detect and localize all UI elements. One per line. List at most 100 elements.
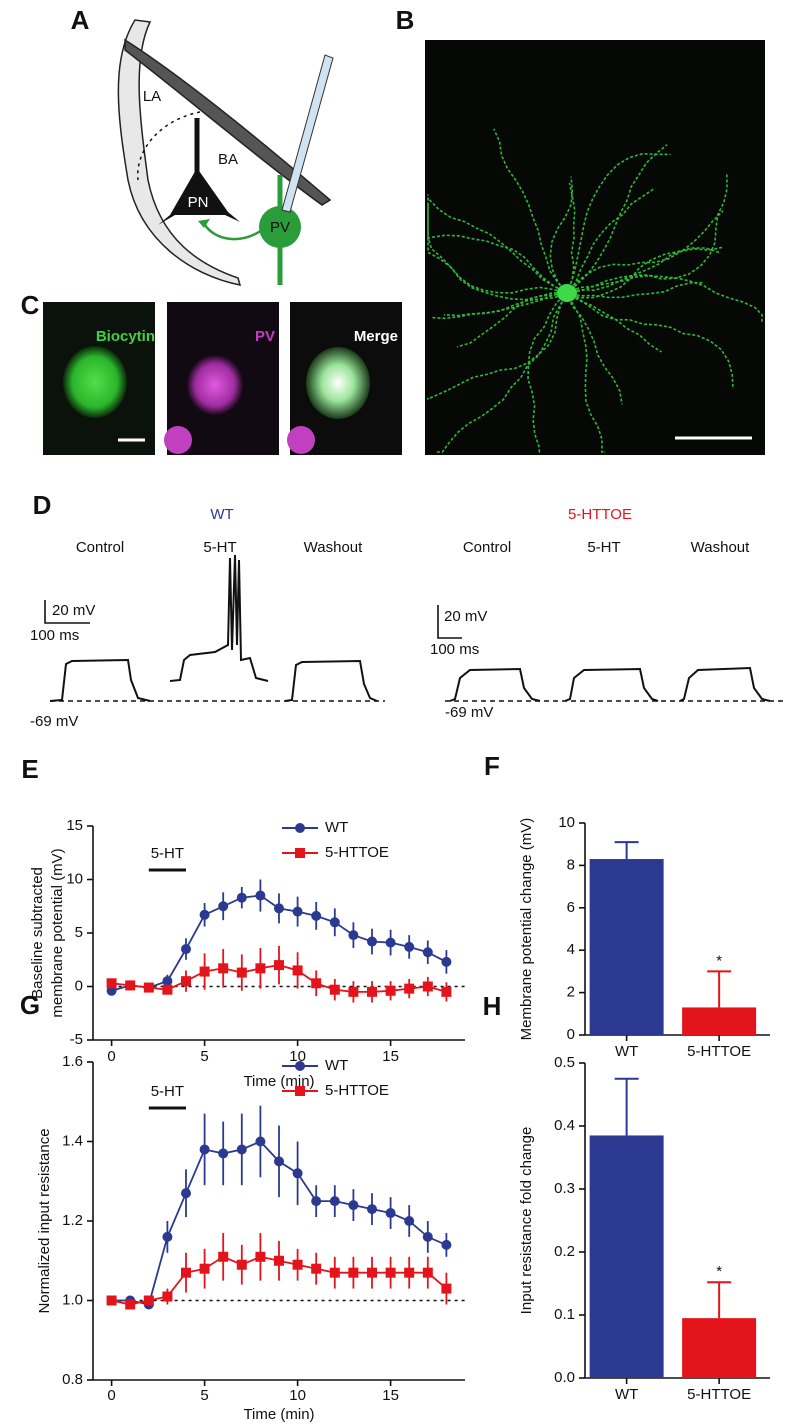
y-tick-label: 1.6 xyxy=(62,1053,83,1070)
panel-d: D WT Control 5-HT Washout 20 mV 100 ms -… xyxy=(30,490,785,730)
channel-label: PV xyxy=(255,328,275,345)
marker xyxy=(236,1144,247,1155)
bar xyxy=(589,1135,664,1378)
marker xyxy=(385,937,396,948)
y-tick-label: 0.0 xyxy=(554,1369,575,1386)
internal-capsule xyxy=(124,38,332,206)
marker xyxy=(348,986,359,997)
legend-marker xyxy=(295,848,305,858)
condition-label: 5-HT xyxy=(203,539,236,556)
marker xyxy=(218,1251,229,1262)
group-title: 5-HTTOE xyxy=(568,506,632,523)
marker xyxy=(404,1216,415,1226)
x-tick-label: 5-HTTOE xyxy=(687,1386,751,1403)
marker xyxy=(236,1259,247,1270)
significance: * xyxy=(716,1263,722,1280)
x-tick-label: 5 xyxy=(200,1387,208,1404)
y-axis-label: Membrane potential change (mV) xyxy=(518,818,535,1041)
y-axis-label: membrane potential (mV) xyxy=(49,848,66,1017)
legend-marker xyxy=(295,823,305,833)
marker xyxy=(348,1267,359,1278)
panel-b: B xyxy=(396,5,765,455)
y-tick-label: 0 xyxy=(75,977,83,994)
synapse xyxy=(198,219,210,228)
marker xyxy=(255,1136,266,1147)
trace xyxy=(284,659,378,702)
dendrite xyxy=(549,176,574,294)
dendrite xyxy=(493,128,568,294)
legend-label: 5-HTTOE xyxy=(325,1082,389,1099)
cell-label: PN xyxy=(188,194,209,211)
marker xyxy=(125,980,136,991)
marker xyxy=(255,890,266,901)
group-title: WT xyxy=(210,506,233,523)
region-label: BA xyxy=(218,151,238,168)
marker xyxy=(441,956,452,967)
y-tick-label: 8 xyxy=(567,856,575,873)
marker xyxy=(367,936,377,947)
y-tick-label: 15 xyxy=(66,817,83,834)
scale-bar xyxy=(44,600,90,624)
scale-label: 100 ms xyxy=(430,641,479,658)
y-tick-label: 10 xyxy=(66,870,83,887)
condition-label: Control xyxy=(76,539,124,556)
dendrite xyxy=(427,194,568,294)
y-tick-label: 0.5 xyxy=(554,1054,575,1071)
dendrite xyxy=(428,199,568,294)
marker xyxy=(311,910,322,921)
marker xyxy=(329,917,340,928)
panel-label: H xyxy=(483,991,502,1021)
y-tick-label: 0.1 xyxy=(554,1306,575,1323)
marker xyxy=(181,1188,191,1199)
baseline-label: -69 mV xyxy=(30,713,78,730)
boundary xyxy=(137,111,201,181)
dendrite xyxy=(566,281,705,299)
dendrite xyxy=(566,292,734,389)
panel-a: A LA BA PN PV xyxy=(71,5,334,286)
marker xyxy=(143,982,154,993)
scale-label: 20 mV xyxy=(52,602,95,619)
trace xyxy=(564,667,659,702)
dendrite xyxy=(566,292,605,453)
trace xyxy=(49,658,151,702)
marker xyxy=(274,960,284,971)
cell xyxy=(287,426,315,454)
x-tick-label: 5 xyxy=(200,1048,208,1065)
y-tick-label: 0 xyxy=(567,1026,575,1043)
panel-label: A xyxy=(71,5,90,35)
bar xyxy=(589,859,664,1035)
legend-marker xyxy=(295,1061,305,1071)
cell xyxy=(63,346,127,418)
marker xyxy=(404,983,415,994)
marker xyxy=(236,892,247,903)
condition-label: Washout xyxy=(691,539,750,556)
legend-label: WT xyxy=(325,1057,348,1074)
y-tick-label: 0.4 xyxy=(554,1117,575,1134)
marker xyxy=(441,1239,452,1250)
marker xyxy=(106,978,117,989)
dendrite xyxy=(566,210,724,294)
marker xyxy=(181,944,191,955)
x-tick-label: 0 xyxy=(107,1387,115,1404)
dendrite xyxy=(566,247,720,299)
treatment-label: 5-HT xyxy=(151,845,184,862)
channel-label: Biocytin xyxy=(96,328,155,345)
y-tick-label: 6 xyxy=(567,899,575,916)
marker xyxy=(106,1295,117,1306)
trace xyxy=(679,666,771,702)
marker xyxy=(218,963,229,974)
marker xyxy=(292,906,303,917)
marker xyxy=(199,966,210,977)
significance: * xyxy=(716,952,722,969)
x-tick-label: 0 xyxy=(107,1048,115,1065)
marker xyxy=(329,1267,340,1278)
dendrite xyxy=(566,152,671,294)
dendrite xyxy=(566,182,576,294)
dendrite xyxy=(566,246,723,294)
cell-label: PV xyxy=(270,219,290,236)
x-axis-label: Time (min) xyxy=(243,1406,314,1423)
marker xyxy=(329,1196,340,1207)
pv-body xyxy=(259,206,301,248)
pipette xyxy=(281,54,334,213)
